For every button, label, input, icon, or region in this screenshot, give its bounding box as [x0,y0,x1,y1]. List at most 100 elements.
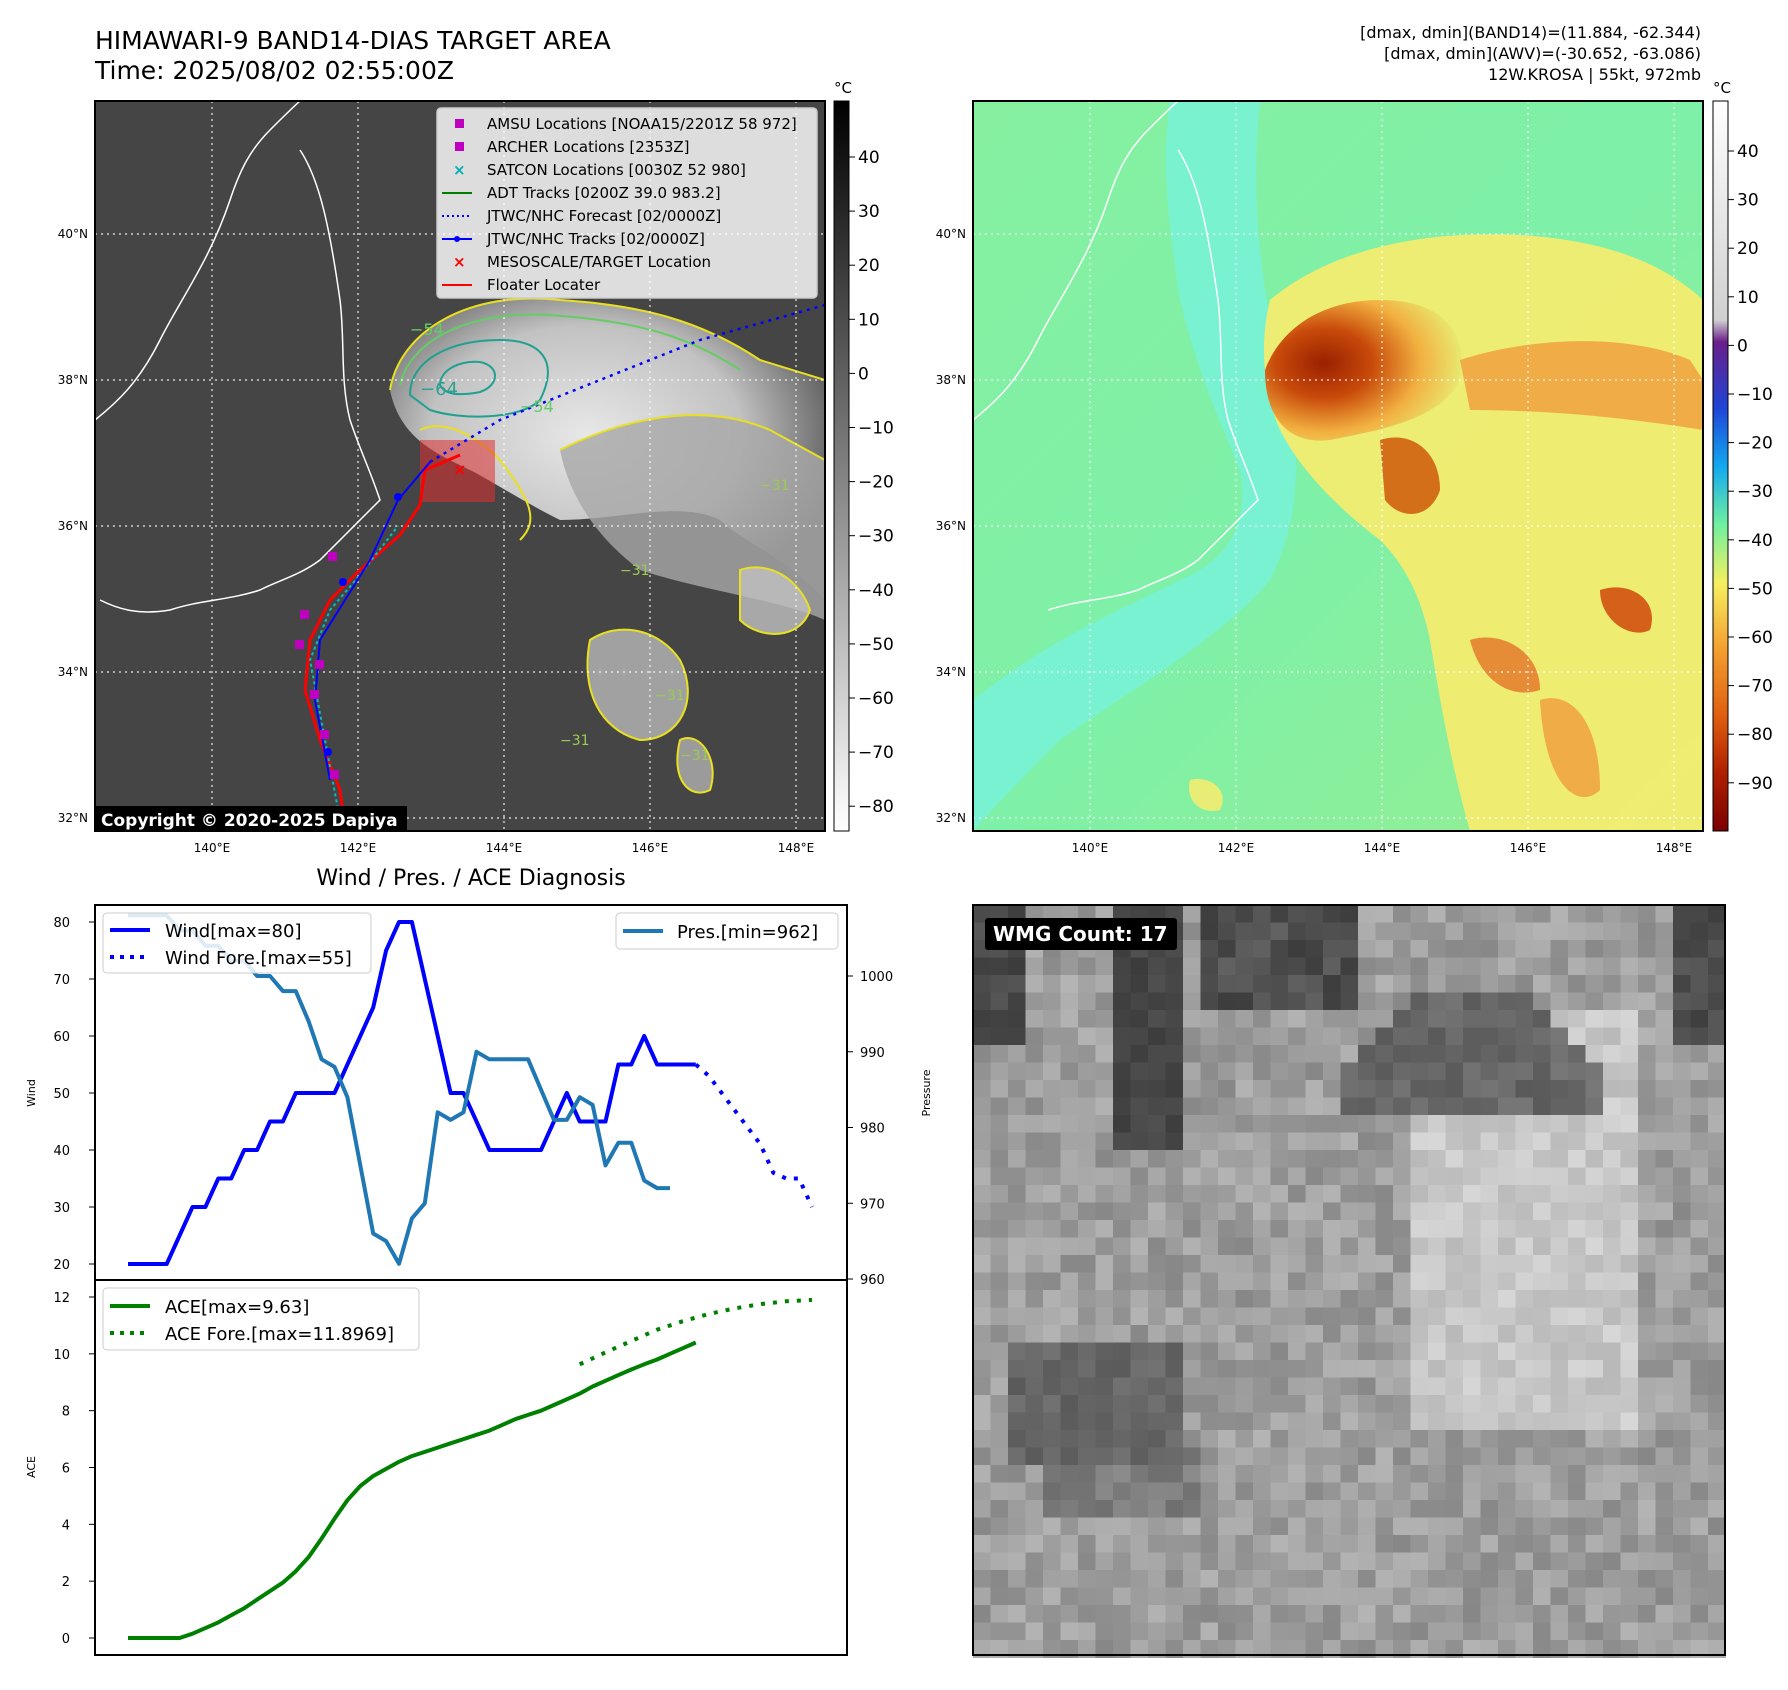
lat-label: 36°N [936,519,966,533]
wind-tick: 40 [53,1144,70,1159]
legend-entry-label: SATCON Locations [0030Z 52 980] [487,161,746,179]
ace-tick: 4 [62,1518,70,1533]
lat-label: 34°N [936,665,966,679]
lon-label: 148°E [1656,841,1693,855]
gray-colorbar-tick: 10 [858,310,880,330]
ace-tick: 10 [53,1348,70,1363]
awv-colorbar-tick: 30 [1737,191,1759,211]
gray-colorbar-tick: −70 [858,743,894,763]
gray-colorbar-tick: −20 [858,473,894,493]
ace-tick: 12 [53,1291,70,1306]
gray-colorbar-tick: −10 [858,419,894,439]
ace-tick: 6 [62,1462,70,1477]
ace-fore-legend-label: ACE Fore.[max=11.8969] [165,1324,394,1345]
wind-tick: 70 [53,973,70,988]
pressure-tick: 980 [860,1122,885,1137]
lat-label: 40°N [936,227,966,241]
awv-colorbar-tick: 0 [1737,336,1748,356]
contour-label: −31 [560,733,590,749]
legend-entry-label: ARCHER Locations [2353Z] [487,138,690,156]
lat-label: 40°N [58,227,88,241]
awv-colorbar-unit: °C [1713,79,1731,97]
contour-label: −31 [655,688,685,704]
pres-legend: Pres.[min=962] [615,912,839,950]
gray-colorbar-tick: 30 [858,202,880,222]
awv-colorbar-tick: −70 [1737,677,1773,697]
svg-text:×: × [453,161,466,179]
wind-fore-legend-label: Wind Fore.[max=55] [165,948,352,969]
awv-colorbar-tick: −50 [1737,579,1773,599]
lat-label: 38°N [58,373,88,387]
contour-label: −31 [680,748,710,764]
lat-label: 34°N [58,665,88,679]
awv-colorbar-tick: −10 [1737,385,1773,405]
copyright-text: Copyright © 2020-2025 Dapiya [101,811,398,831]
ace-tick: 2 [62,1575,70,1590]
legend-entry-label: ADT Tracks [0200Z 39.0 983.2] [487,184,721,202]
gray-colorbar-tick: −30 [858,527,894,547]
contour-label: −54 [520,397,554,416]
figure-time: Time: 2025/08/02 02:55:00Z [95,56,454,85]
meta-block: [dmax, dmin](BAND14)=(11.884, -62.344) [… [1360,22,1701,85]
legend-entry-label: JTWC/NHC Tracks [02/0000Z] [486,230,705,248]
contour-label: −31 [760,478,790,494]
gray-colorbar-tick: −60 [858,689,894,709]
ace-tick: 0 [62,1632,70,1647]
pressure-axis-label: Pressure [920,1069,933,1116]
meta-band14: [dmax, dmin](BAND14)=(11.884, -62.344) [1360,23,1701,42]
awv-colorbar-tick: 10 [1737,288,1759,308]
wmg-count-label: WMG Count: 17 [993,922,1168,946]
lat-label: 36°N [58,519,88,533]
meta-awv: [dmax, dmin](AWV)=(-30.652, -63.086) [1384,44,1701,63]
legend-entry: × MESOSCALE/TARGET Location [453,253,711,271]
awv-colorbar-tick: −30 [1737,482,1773,502]
series-line-2-1 [578,1297,813,1367]
pressure-tick: 970 [860,1197,885,1212]
legend-entry: ADT Tracks [0200Z 39.0 983.2] [442,184,721,202]
gray-colorbar-tick: −80 [858,797,894,817]
wind-tick: 50 [53,1087,70,1102]
awv-colorbar-tick: −90 [1737,774,1773,794]
ace-legend-label: ACE[max=9.63] [165,1297,309,1318]
svg-text:×: × [453,460,466,479]
contour-label: −54 [410,320,444,339]
ace-legend: ACE[max=9.63] ACE Fore.[max=11.8969] [102,1287,420,1351]
legend-entry-label: AMSU Locations [NOAA15/2201Z 58 972] [487,115,797,133]
ace-axis-label: ACE [25,1456,38,1478]
ir-legend: AMSU Locations [NOAA15/2201Z 58 972] ARCH… [436,107,818,299]
meta-storm: 12W.KROSA | 55kt, 972mb [1488,65,1701,84]
lon-label: 148°E [778,841,815,855]
figure-title-block: HIMAWARI-9 BAND14-DIAS TARGET AREA Time:… [95,26,611,86]
awv-colorbar-tick: −40 [1737,531,1773,551]
wind-tick: 20 [53,1258,70,1273]
gray-colorbar-tick: −50 [858,635,894,655]
awv-colorbar [1712,100,1729,832]
wind-tick: 30 [53,1201,70,1216]
awv-colorbar-tick: 40 [1737,142,1759,162]
figure-title: HIMAWARI-9 BAND14-DIAS TARGET AREA [95,26,611,55]
lat-label: 32°N [58,811,88,825]
wind-legend-label: Wind[max=80] [165,921,302,942]
svg-text:×: × [453,253,466,271]
gray-colorbar [833,100,850,832]
legend-entry-label: Floater Locater [487,276,601,294]
wind-tick: 60 [53,1030,70,1045]
legend-entry: JTWC/NHC Forecast [02/0000Z] [442,207,721,225]
pressure-tick: 960 [860,1273,885,1288]
awv-colorbar-tick: −60 [1737,628,1773,648]
lon-label: 146°E [632,841,669,855]
gray-colorbar-unit: °C [834,79,852,97]
legend-entry-label: MESOSCALE/TARGET Location [487,253,711,271]
lat-label: 32°N [936,811,966,825]
awv-colorbar-tick: −80 [1737,725,1773,745]
awv-map [973,101,1703,831]
lon-label: 140°E [194,841,231,855]
gray-colorbar-tick: 0 [858,364,869,384]
contour-label: −31 [620,563,650,579]
wind-legend: Wind[max=80] Wind Fore.[max=55] [102,912,372,974]
legend-entry: JTWC/NHC Tracks [02/0000Z] [442,230,705,248]
legend-entry: AMSU Locations [NOAA15/2201Z 58 972] [455,115,797,133]
contour-label: −64 [420,379,458,400]
legend-entry: × SATCON Locations [0030Z 52 980] [453,161,746,179]
